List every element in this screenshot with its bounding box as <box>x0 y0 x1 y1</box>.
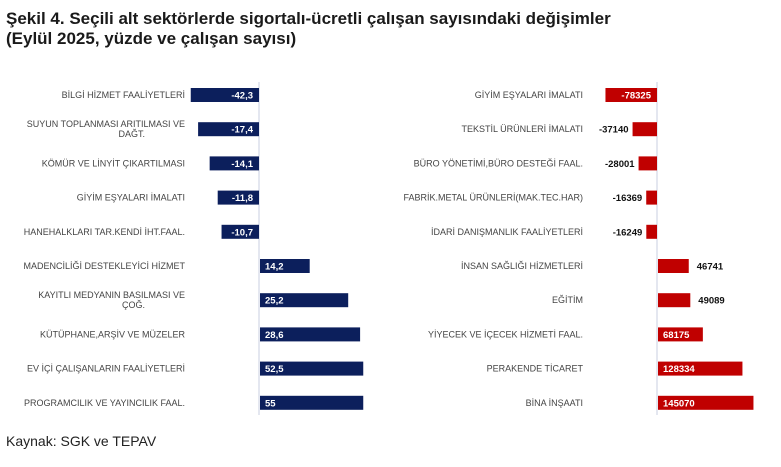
title-line-2: (Eylül 2025, yüzde ve çalışan sayısı) <box>6 29 297 48</box>
value-label: -11,8 <box>232 193 253 204</box>
value-label: -17,4 <box>231 125 253 136</box>
category-label: KÖMÜR VE LİNYİT ÇIKARTILMASI <box>42 158 185 168</box>
value-label: -10,7 <box>231 227 253 238</box>
value-label: -42,3 <box>231 91 253 102</box>
value-label: -78325 <box>621 91 651 102</box>
category-label: GİYİM EŞYALARI İMALATI <box>475 90 583 100</box>
bar <box>221 224 259 239</box>
category-label: MADENCİLİĞİ DESTEKLEYİCİ HİZMET <box>23 261 185 271</box>
category-label: EĞİTİM <box>552 295 583 305</box>
bar <box>198 122 259 137</box>
value-label: 28,6 <box>265 330 284 341</box>
bar <box>260 361 364 376</box>
bar <box>658 293 691 308</box>
bar <box>658 395 754 410</box>
value-label: -37140 <box>599 125 629 136</box>
category-label: GİYİM EŞYALARI İMALATI <box>77 193 185 203</box>
bar <box>260 327 361 342</box>
value-label: 49089 <box>698 296 724 307</box>
value-label: -28001 <box>605 159 635 170</box>
bar <box>658 259 689 273</box>
value-label: 145070 <box>663 398 695 409</box>
bar <box>260 395 364 410</box>
bar <box>260 293 349 308</box>
value-label: 55 <box>265 398 276 409</box>
value-label: 128334 <box>663 364 695 375</box>
category-label: SUYUN TOPLANMASI ARITILMASI VE DAĞT. <box>27 119 185 139</box>
category-label: BÜRO YÖNETİMİ,BÜRO DESTEĞİ FAAL. <box>414 158 583 168</box>
value-label: 46741 <box>697 262 724 273</box>
value-label: -16369 <box>613 193 643 204</box>
title-line-1: Şekil 4. Seçili alt sektörlerde sigortal… <box>6 9 611 28</box>
bar <box>209 156 259 171</box>
category-label: PROGRAMCILIK VE YAYINCILIK FAAL. <box>24 398 185 408</box>
category-label: EV İÇİ ÇALIŞANLARIN FAALİYETLERİ <box>27 364 185 374</box>
category-label: PERAKENDE TİCARET <box>487 364 584 374</box>
bar <box>658 327 703 342</box>
category-label: YİYECEK VE İÇECEK HİZMETİ FAAL. <box>428 329 583 339</box>
bar <box>190 88 259 102</box>
source-note: Kaynak: SGK ve TEPAV <box>6 433 157 449</box>
bar <box>638 156 657 171</box>
value-label: 68175 <box>663 330 690 341</box>
value-label: 14,2 <box>265 262 284 273</box>
category-label: İNSAN SAĞLIĞI HİZMETLERİ <box>461 261 583 271</box>
value-label: -14,1 <box>231 159 253 170</box>
bar <box>658 361 743 376</box>
bar <box>217 190 259 205</box>
bar <box>632 122 657 137</box>
category-label: TEKSTİL ÜRÜNLERİ İMALATI <box>461 124 583 134</box>
bar <box>646 190 657 205</box>
category-label: BİNA İNŞAATI <box>526 398 583 408</box>
figure-title: Şekil 4. Seçili alt sektörlerde sigortal… <box>6 9 611 49</box>
value-label: -16249 <box>613 227 643 238</box>
category-label: BİLGİ HİZMET FAALİYETLERİ <box>62 90 185 100</box>
bar <box>605 88 657 102</box>
bar <box>646 224 657 239</box>
category-label: KAYITLI MEDYANIN BASILMASI VE ÇOĞ. <box>38 290 185 310</box>
category-label: FABRİK.METAL ÜRÜNLERİ(MAK.TEC.HAR) <box>403 193 583 203</box>
category-label: KÜTÜPHANE,ARŞİV VE MÜZELER <box>40 329 186 339</box>
category-label: İDARİ DANIŞMANLIK FAALİYETLERİ <box>431 227 583 237</box>
value-label: 25,2 <box>265 296 284 307</box>
value-label: 52,5 <box>265 364 284 375</box>
bar <box>260 259 310 273</box>
category-label: HANEHALKLARI TAR.KENDİ İHT.FAAL. <box>24 227 185 237</box>
